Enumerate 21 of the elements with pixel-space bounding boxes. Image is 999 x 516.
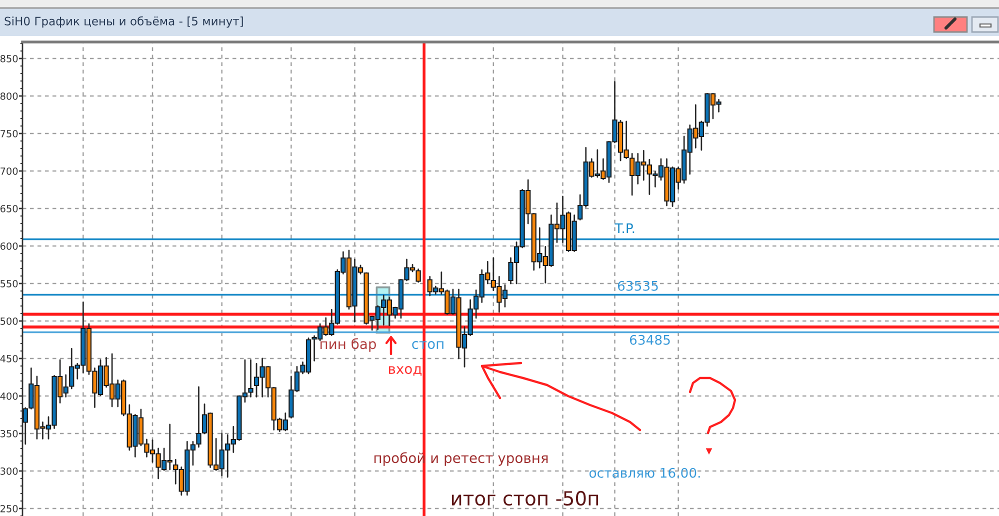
annotation: вход <box>389 366 422 376</box>
y-tick-label: 450 <box>0 354 18 362</box>
chart-title: SiH0 График цены и объёма - [5 минут] <box>4 16 243 28</box>
y-tick-label: 750 <box>0 130 18 138</box>
y-tick-label: 250 <box>0 504 18 512</box>
annotation: 63485 <box>630 334 670 345</box>
y-tick-label: 700 <box>0 167 18 175</box>
y-tick-label: 350 <box>0 430 18 438</box>
y-tick-label: 300 <box>0 467 18 475</box>
annotation: 63535 <box>618 280 658 291</box>
y-tick-label: 850 <box>0 54 18 62</box>
y-tick-label: 550 <box>0 280 18 288</box>
y-tick-label: 650 <box>0 204 18 212</box>
y-tick-label: 500 <box>0 317 18 325</box>
annotation: итог стоп -50п <box>452 490 598 506</box>
y-tick-label: 400 <box>0 392 18 400</box>
y-tick-label: 600 <box>0 242 18 250</box>
ref-line-label: T.P. <box>614 223 634 234</box>
annotation: оставляю 16.00. <box>589 468 700 478</box>
annotation: пин бар <box>320 338 376 352</box>
y-tick-label: 800 <box>0 92 18 100</box>
